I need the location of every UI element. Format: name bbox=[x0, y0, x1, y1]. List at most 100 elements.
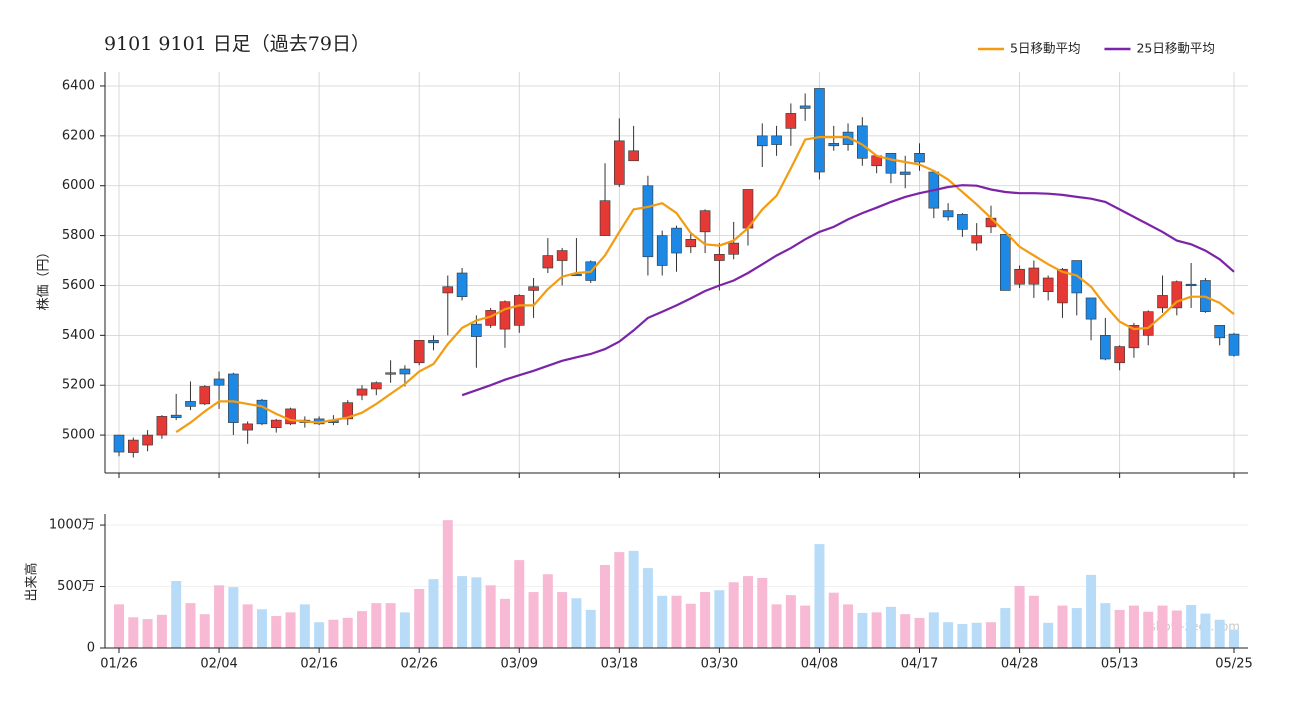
legend-label: 5日移動平均 bbox=[1010, 41, 1080, 56]
y-tick-label: 5800 bbox=[62, 228, 95, 243]
candle-body bbox=[228, 373, 239, 423]
volume-bar bbox=[957, 624, 968, 648]
y-tick-label: 0 bbox=[87, 641, 95, 656]
volume-bar bbox=[843, 604, 854, 648]
volume-bar bbox=[642, 568, 653, 648]
x-tick-label: 03/30 bbox=[701, 657, 738, 672]
candle-body bbox=[1057, 268, 1068, 304]
candle-body bbox=[556, 250, 568, 261]
candle-body bbox=[270, 419, 282, 428]
candle-body bbox=[256, 399, 268, 425]
candle-body bbox=[170, 414, 182, 418]
volume-bar bbox=[1014, 585, 1025, 648]
candle-body bbox=[756, 135, 768, 147]
candle-body bbox=[385, 372, 396, 375]
volume-bar bbox=[357, 611, 368, 648]
volume-bar bbox=[428, 579, 439, 648]
volume-bar bbox=[128, 617, 139, 648]
candle-body bbox=[156, 416, 168, 436]
x-tick-label: 02/04 bbox=[200, 657, 237, 672]
candle-body bbox=[371, 382, 382, 390]
volume-bar bbox=[1057, 605, 1068, 648]
candle-body bbox=[442, 286, 454, 294]
volume-bar bbox=[742, 576, 753, 648]
volume-bar bbox=[328, 619, 339, 648]
candle-body bbox=[1028, 267, 1040, 285]
candle-body bbox=[1157, 295, 1168, 309]
volume-bar bbox=[685, 603, 696, 648]
volume-bar bbox=[628, 550, 639, 648]
moving-average-line bbox=[461, 184, 1235, 397]
candle-body bbox=[656, 235, 668, 266]
candle-body bbox=[528, 286, 539, 291]
candle-body bbox=[885, 152, 897, 174]
candle-body bbox=[771, 135, 782, 145]
volume-bar bbox=[1128, 605, 1139, 648]
candle-body bbox=[1014, 268, 1025, 285]
candle-body bbox=[785, 113, 797, 129]
volume-bar bbox=[585, 609, 596, 648]
volume-bar bbox=[1214, 619, 1225, 648]
candle-body bbox=[1228, 333, 1240, 356]
volume-bar bbox=[614, 552, 625, 648]
volume-bar bbox=[1171, 610, 1182, 648]
candle-body bbox=[814, 88, 825, 173]
chart-title: 9101 9101 日足（過去79日） bbox=[104, 33, 370, 55]
candle-body bbox=[914, 152, 925, 163]
volume-bar bbox=[114, 604, 124, 648]
candle-body bbox=[285, 408, 296, 425]
volume-bar bbox=[214, 585, 225, 648]
volume-bar bbox=[385, 603, 396, 648]
volume-bar bbox=[714, 590, 725, 648]
volume-bar bbox=[371, 603, 382, 648]
candle-body bbox=[242, 423, 253, 431]
volume-bar bbox=[499, 598, 510, 648]
moving-average-line bbox=[175, 136, 1235, 434]
volume-bar bbox=[900, 614, 911, 648]
candle-body bbox=[499, 301, 511, 330]
volume-bar bbox=[414, 588, 425, 648]
candle-body bbox=[1042, 277, 1054, 293]
y-tick-label: 5400 bbox=[62, 328, 95, 343]
candle-body bbox=[1100, 335, 1111, 360]
volume-bar bbox=[485, 585, 496, 648]
volume-bar bbox=[256, 609, 267, 648]
volume-bar bbox=[442, 520, 453, 648]
volume-bar bbox=[857, 612, 868, 648]
candle-body bbox=[356, 388, 368, 396]
volume-bar bbox=[943, 622, 954, 648]
x-tick-label: 05/13 bbox=[1101, 657, 1138, 672]
x-tick-label: 03/09 bbox=[501, 657, 538, 672]
volume-bar bbox=[1200, 613, 1211, 648]
candle-body bbox=[699, 210, 711, 233]
candle-body bbox=[1214, 325, 1226, 339]
candle-body bbox=[399, 368, 411, 375]
y-tick-label: 6000 bbox=[62, 178, 95, 193]
candle-body bbox=[971, 235, 982, 244]
volume-bar bbox=[800, 605, 811, 648]
x-tick-label: 01/26 bbox=[100, 657, 137, 672]
candle-body bbox=[1114, 346, 1125, 364]
volume-bar bbox=[814, 544, 825, 648]
y-tick-label: 6400 bbox=[62, 78, 95, 93]
volume-bar bbox=[1043, 622, 1054, 648]
volume-bar bbox=[985, 622, 996, 648]
volume-bar bbox=[1086, 574, 1097, 648]
candle-body bbox=[828, 143, 840, 147]
candle-body bbox=[899, 171, 911, 175]
volume-bar bbox=[156, 614, 167, 648]
volume-bar bbox=[242, 604, 253, 648]
volume-bar bbox=[185, 603, 196, 648]
x-tick-label: 05/25 bbox=[1215, 657, 1252, 672]
candle-body bbox=[342, 402, 354, 420]
volume-bar bbox=[471, 577, 482, 648]
volume-bar bbox=[514, 560, 525, 648]
candle-body bbox=[714, 253, 725, 261]
x-tick-label: 04/08 bbox=[801, 657, 838, 672]
candle-body bbox=[542, 255, 554, 269]
volume-bar bbox=[399, 612, 410, 648]
volume-bar bbox=[271, 616, 282, 648]
legend-label: 25日移動平均 bbox=[1136, 41, 1214, 56]
volume-bar bbox=[457, 576, 468, 648]
